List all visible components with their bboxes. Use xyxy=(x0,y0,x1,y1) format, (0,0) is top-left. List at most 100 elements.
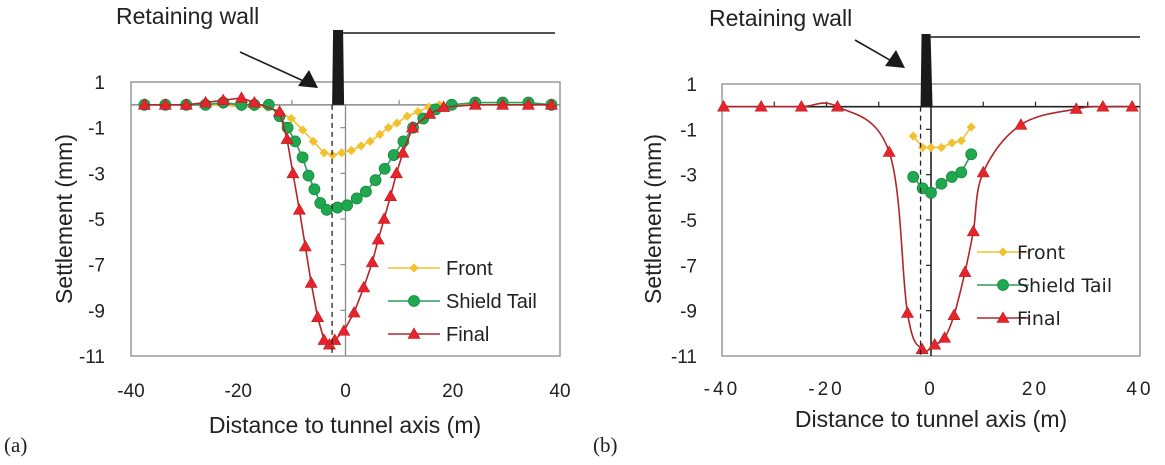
data-point xyxy=(234,91,248,103)
y-tick-label: -3 xyxy=(88,164,105,185)
retaining-wall-a xyxy=(239,30,555,356)
data-point xyxy=(387,149,400,161)
x-tick-label: 20 xyxy=(1022,379,1049,400)
data-point xyxy=(907,171,920,183)
data-point xyxy=(359,185,372,198)
y-ticks-b: 1 -1 -3 -5 -7 -9 -11 xyxy=(671,75,697,368)
legend-entry: Final xyxy=(388,324,489,346)
data-point xyxy=(413,107,423,117)
data-point xyxy=(302,169,315,182)
data-point xyxy=(754,100,768,112)
data-point xyxy=(384,189,398,201)
data-point xyxy=(437,100,451,112)
legend-entry: Shield Tail xyxy=(977,275,1112,297)
data-point xyxy=(365,255,379,268)
data-point xyxy=(947,308,961,321)
data-point xyxy=(247,95,261,108)
y-axis-title-b: Settlement (mm) xyxy=(640,134,666,304)
annotation-arrow-head xyxy=(298,70,318,88)
y-tick-label: -9 xyxy=(680,302,697,323)
legend-marker xyxy=(998,247,1008,257)
y-tick-label: 1 xyxy=(94,73,105,94)
y-axis-title-a: Settlement (mm) xyxy=(51,134,77,304)
legend-label: Front xyxy=(446,258,493,280)
data-point xyxy=(365,136,375,146)
series-shield-tail xyxy=(907,148,978,199)
data-point xyxy=(320,203,333,216)
y-tick-label: -5 xyxy=(680,211,697,232)
data-point xyxy=(1014,118,1028,130)
legend-marker xyxy=(996,311,1010,323)
legend-label: Front xyxy=(1017,242,1065,264)
data-point xyxy=(357,280,371,293)
data-point xyxy=(286,113,296,124)
data-point xyxy=(406,121,420,133)
data-point xyxy=(199,95,213,108)
legend-label: Shield Tail xyxy=(446,291,537,313)
data-point xyxy=(402,111,412,121)
data-point xyxy=(308,183,321,196)
retaining-wall-b xyxy=(854,34,1140,356)
data-point xyxy=(369,174,382,187)
data-point xyxy=(311,310,325,322)
legend-entry: Front xyxy=(388,258,493,280)
data-point xyxy=(423,107,437,119)
data-point xyxy=(158,98,172,110)
data-point xyxy=(468,98,482,110)
data-point xyxy=(375,129,385,140)
series-group-a xyxy=(137,91,558,350)
legend-marker xyxy=(409,263,419,273)
y-tick-label: -5 xyxy=(88,210,105,231)
data-point xyxy=(308,136,318,146)
x-axis-title-a: Distance to tunnel axis (m) xyxy=(209,412,481,438)
data-point xyxy=(928,338,942,350)
data-point xyxy=(947,138,957,148)
data-point xyxy=(319,148,329,158)
data-point xyxy=(179,98,193,110)
data-point xyxy=(377,212,391,224)
data-point xyxy=(956,136,966,146)
series-final xyxy=(717,100,1139,355)
panel-label-b: (b) xyxy=(593,433,618,457)
data-point xyxy=(918,142,928,153)
y-tick-label: -11 xyxy=(671,347,697,368)
data-point xyxy=(216,93,230,106)
data-point xyxy=(966,224,980,237)
data-point xyxy=(383,123,393,133)
retaining-wall-shape xyxy=(920,34,933,107)
data-point xyxy=(337,324,351,336)
data-point xyxy=(292,203,306,215)
x-tick-label: 40 xyxy=(1126,379,1153,400)
data-point xyxy=(915,342,929,355)
legend-marker xyxy=(407,327,421,339)
data-point xyxy=(350,192,363,205)
x-tick-label: 40 xyxy=(549,381,570,402)
y-tick-label: -7 xyxy=(680,256,697,277)
data-point xyxy=(389,166,403,179)
data-point xyxy=(966,122,976,132)
chart-panel-a: 1 -1 -3 -5 -7 -9 -11 -40 -20 0 20 40 Retaining wal… xyxy=(4,3,571,457)
y-tick-label: 1 xyxy=(686,75,697,96)
data-point xyxy=(317,333,331,345)
y-tick-label: -1 xyxy=(680,120,697,141)
data-point xyxy=(296,151,309,164)
data-point xyxy=(976,165,990,178)
data-point xyxy=(424,102,434,112)
data-point xyxy=(298,239,312,252)
data-point xyxy=(935,177,948,190)
legend-entry: Final xyxy=(977,308,1061,330)
data-point xyxy=(830,100,844,112)
data-point xyxy=(955,166,968,179)
data-point xyxy=(392,118,402,128)
data-point xyxy=(938,331,952,343)
legend-b: Front Shield Tail Final xyxy=(977,242,1112,330)
legend-marker xyxy=(997,279,1009,291)
panel-label-a: (a) xyxy=(4,433,27,457)
data-point xyxy=(137,98,151,110)
series-group-b xyxy=(717,100,1139,355)
y-tick-label: -11 xyxy=(79,347,105,368)
annotation-label-b: Retaining wall xyxy=(709,5,852,31)
data-point xyxy=(356,141,366,151)
data-point xyxy=(298,125,308,135)
